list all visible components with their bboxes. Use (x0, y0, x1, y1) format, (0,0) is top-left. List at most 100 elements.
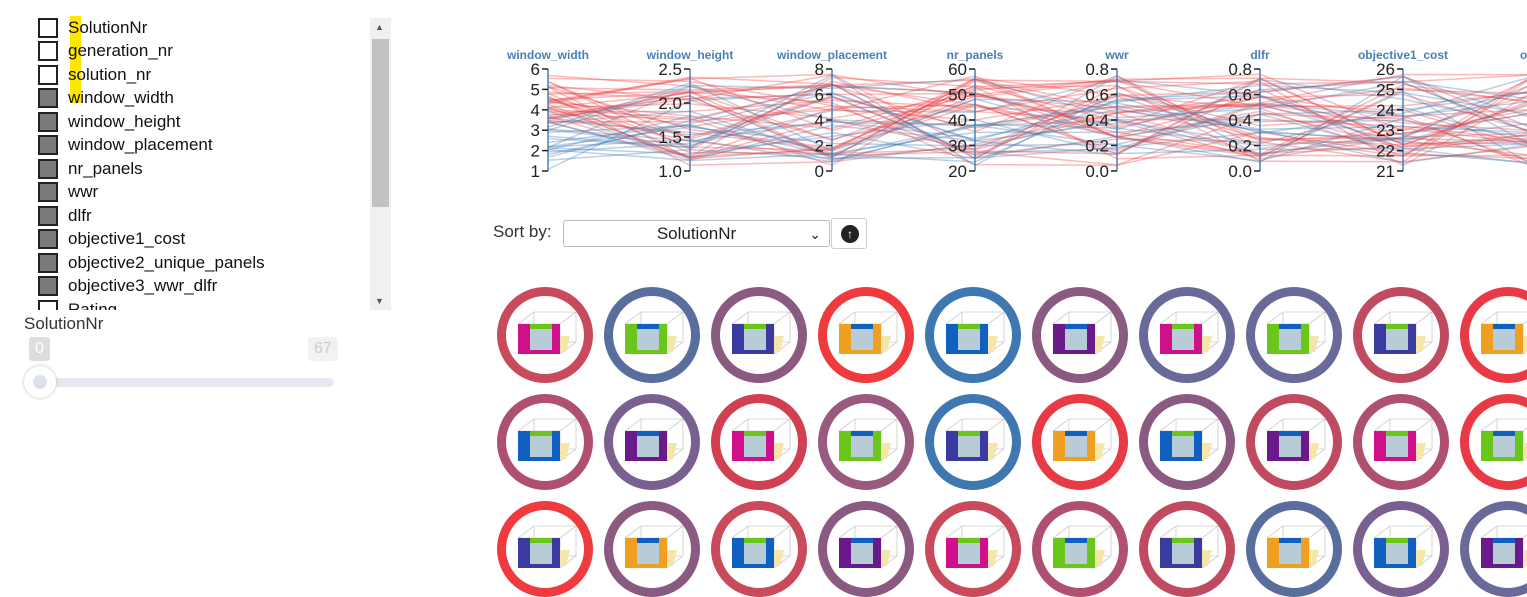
column-item[interactable]: objective1_cost (38, 228, 185, 251)
solution-thumbnail[interactable] (711, 501, 807, 597)
facade-3d-preview (731, 311, 791, 355)
checkbox[interactable] (38, 135, 58, 155)
solution-line (547, 82, 1527, 159)
solution-thumbnail[interactable] (1353, 501, 1449, 597)
checkbox[interactable] (38, 111, 58, 132)
checkbox[interactable] (38, 182, 58, 202)
facade-3d-preview (945, 311, 1005, 355)
checkbox[interactable] (38, 276, 58, 296)
checkbox[interactable] (38, 64, 58, 85)
solution-line (547, 83, 1527, 158)
column-item[interactable]: dlfr (38, 204, 92, 227)
solution-line (547, 85, 1527, 165)
solution-thumbnail[interactable] (818, 287, 914, 383)
solution-thumbnail[interactable] (1032, 394, 1128, 490)
solution-line (547, 104, 1527, 157)
solution-thumbnail[interactable] (925, 394, 1021, 490)
solution-thumbnail[interactable] (711, 287, 807, 383)
solution-thumbnail[interactable] (1460, 394, 1527, 490)
facade-3d-preview (945, 525, 1005, 569)
slider-handle[interactable] (24, 366, 56, 398)
column-list-scrollbar[interactable]: ▲ ▼ (370, 18, 391, 310)
solution-thumbnail[interactable] (1246, 287, 1342, 383)
solution-thumbnail[interactable] (604, 501, 700, 597)
scrollbar-thumb[interactable] (372, 39, 389, 207)
checkbox[interactable] (38, 229, 58, 249)
solution-thumbnail[interactable] (1139, 287, 1235, 383)
slider-track[interactable] (30, 378, 334, 387)
solution-thumbnail[interactable] (1246, 394, 1342, 490)
solution-line (547, 82, 1527, 153)
solution-line (547, 85, 1527, 158)
column-item[interactable]: window_placement (38, 134, 213, 157)
axis-window_width[interactable]: window_width 12 34 56 (506, 48, 589, 181)
axis-nr_panels[interactable]: nr_panels 20 30 40 50 60 (947, 48, 1004, 181)
solution-line (547, 91, 1527, 156)
sort-select[interactable]: SolutionNr ⌄ (563, 220, 830, 247)
solution-thumbnail[interactable] (497, 394, 593, 490)
solution-line (547, 85, 1527, 160)
solution-thumbnail[interactable] (925, 501, 1021, 597)
checkbox[interactable] (38, 299, 58, 310)
column-item[interactable]: SolutionNr (38, 16, 147, 39)
column-item[interactable]: nr_panels (38, 157, 143, 180)
sort-direction-button[interactable]: ↑ (831, 218, 867, 249)
axis-tick-label: 24 (1376, 101, 1395, 120)
axis-wwr[interactable]: wwr 0.0 0.2 0.4 0.6 0.8 (1085, 48, 1129, 181)
solution-thumbnail[interactable] (925, 287, 1021, 383)
solution-thumbnail[interactable] (604, 394, 700, 490)
solution-thumbnail[interactable] (1460, 501, 1527, 597)
solution-thumbnail[interactable] (497, 501, 593, 597)
checkbox[interactable] (38, 252, 58, 273)
solution-thumbnail[interactable] (604, 287, 700, 383)
solution-line (547, 77, 1527, 132)
solution-thumbnail[interactable] (1032, 501, 1128, 597)
column-item[interactable]: objective3_wwr_dlfr (38, 275, 217, 298)
solution-thumbnail[interactable] (818, 394, 914, 490)
axis-title: objective (1520, 48, 1527, 62)
facade-3d-preview (1373, 311, 1433, 355)
solution-thumbnail[interactable] (1246, 501, 1342, 597)
column-item[interactable]: window_width (38, 87, 174, 110)
column-item[interactable]: objective2_unique_panels (38, 251, 265, 274)
axis-window_height[interactable]: window_height 1.0 1.5 2.0 2.5 (646, 48, 734, 181)
column-item[interactable]: Rating (38, 298, 117, 310)
solution-thumbnail[interactable] (1353, 287, 1449, 383)
checkbox[interactable] (38, 158, 58, 179)
solution-thumbnail[interactable] (711, 394, 807, 490)
column-item[interactable]: wwr (38, 181, 98, 204)
column-item[interactable]: generation_nr (38, 40, 173, 63)
solution-thumbnail[interactable] (818, 501, 914, 597)
checkbox[interactable] (38, 17, 58, 38)
scroll-up-arrow-icon[interactable]: ▲ (375, 22, 384, 32)
column-item[interactable]: window_height (38, 110, 180, 133)
checkbox[interactable] (38, 41, 58, 61)
axis-tick-label: 5 (531, 80, 540, 99)
solution-thumbnail[interactable] (1353, 394, 1449, 490)
axis-tick-label: 1.5 (658, 128, 682, 147)
column-label: window_width (68, 88, 174, 107)
solution-line (547, 106, 1527, 145)
checkbox[interactable] (38, 205, 58, 226)
scroll-down-arrow-icon[interactable]: ▼ (375, 296, 384, 306)
facade-3d-preview (1480, 525, 1527, 569)
axis-window_placement[interactable]: window_placement 0 2 4 6 8 (776, 48, 887, 181)
solution-thumbnail[interactable] (1139, 501, 1235, 597)
facade-3d-preview (517, 525, 577, 569)
solution-line (547, 98, 1527, 141)
axis-tick-label: 6 (531, 60, 540, 79)
checkbox[interactable] (38, 88, 58, 108)
solution-thumbnail[interactable] (1139, 394, 1235, 490)
solution-line (547, 77, 1527, 132)
solution-thumbnail[interactable] (497, 287, 593, 383)
axis-dlfr[interactable]: dlfr 0.0 0.2 0.4 0.6 0.8 (1228, 48, 1270, 181)
column-item[interactable]: solution_nr (38, 63, 151, 86)
solution-thumbnail[interactable] (1032, 287, 1128, 383)
facade-3d-preview (838, 311, 898, 355)
axis-title: window_width (506, 48, 589, 62)
axis-objective[interactable]: objective (1520, 48, 1527, 171)
solution-thumbnail[interactable] (1460, 287, 1527, 383)
